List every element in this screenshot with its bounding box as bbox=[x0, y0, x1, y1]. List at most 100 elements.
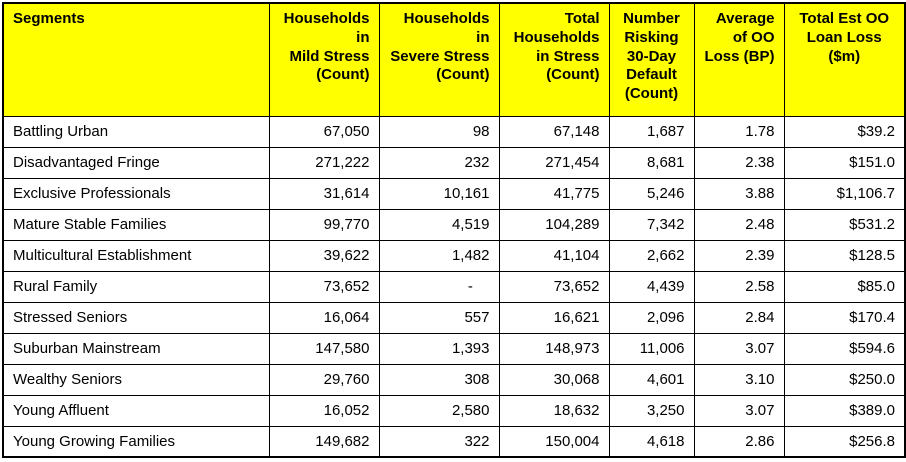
table-row: Young Affluent 16,052 2,580 18,632 3,250 3.07… bbox=[2, 394, 906, 427]
cell-total-households-in-stress: 150,004 bbox=[498, 425, 610, 458]
cell-total-households-in-stress: 73,652 bbox=[498, 270, 610, 303]
table-row: Rural Family 73,652- 73,652 4,439 2.58 $85.0 bbox=[2, 270, 906, 303]
cell-total-est-oo-loan-loss: $39.2 bbox=[783, 115, 906, 148]
cell-households-severe-stress: 2,580 bbox=[378, 394, 500, 427]
cell-households-severe-stress: - bbox=[378, 270, 500, 303]
cell-average-oo-loss-bp: 2.38 bbox=[693, 146, 785, 179]
cell-total-households-in-stress: 67,148 bbox=[498, 115, 610, 148]
cell-total-households-in-stress: 271,454 bbox=[498, 146, 610, 179]
cell-total-households-in-stress: 148,973 bbox=[498, 332, 610, 365]
column-header-number-risking-30-day-default: Number Risking 30-Day Default (Count) bbox=[608, 2, 695, 117]
cell-households-mild-stress: 99,770 bbox=[268, 208, 380, 241]
segment-name-cell: Rural Family bbox=[2, 270, 270, 303]
cell-total-households-in-stress: 30,068 bbox=[498, 363, 610, 396]
cell-households-severe-stress: 4,519 bbox=[378, 208, 500, 241]
segment-name-cell: Young Affluent bbox=[2, 394, 270, 427]
cell-households-severe-stress: 232 bbox=[378, 146, 500, 179]
cell-number-risking-30-day-default: 8,681 bbox=[608, 146, 695, 179]
column-header-average-oo-loss-bp: Average of OO Loss (BP) bbox=[693, 2, 785, 117]
cell-average-oo-loss-bp: 3.10 bbox=[693, 363, 785, 396]
cell-number-risking-30-day-default: 1,687 bbox=[608, 115, 695, 148]
cell-number-risking-30-day-default: 3,250 bbox=[608, 394, 695, 427]
cell-households-severe-stress: 308 bbox=[378, 363, 500, 396]
segment-name-cell: Disadvantaged Fringe bbox=[2, 146, 270, 179]
table-row: Multicultural Establishment 39,622 1,482 41… bbox=[2, 239, 906, 272]
column-header-segments: Segments bbox=[2, 2, 270, 117]
cell-households-severe-stress: 1,393 bbox=[378, 332, 500, 365]
column-header-households-severe-stress: Households in Severe Stress (Count) bbox=[378, 2, 500, 117]
cell-households-severe-stress: 322 bbox=[378, 425, 500, 458]
cell-number-risking-30-day-default: 7,342 bbox=[608, 208, 695, 241]
table-header: Segments Households in Mild Stress (Count… bbox=[2, 2, 906, 117]
cell-number-risking-30-day-default: 4,618 bbox=[608, 425, 695, 458]
cell-households-mild-stress: 16,052 bbox=[268, 394, 380, 427]
segment-name-cell: Young Growing Families bbox=[2, 425, 270, 458]
cell-total-est-oo-loan-loss: $389.0 bbox=[783, 394, 906, 427]
column-header-households-mild-stress: Households in Mild Stress (Count) bbox=[268, 2, 380, 117]
cell-total-households-in-stress: 104,289 bbox=[498, 208, 610, 241]
cell-households-mild-stress: 16,064 bbox=[268, 301, 380, 334]
cell-total-est-oo-loan-loss: $1,106.7 bbox=[783, 177, 906, 210]
table-row: Battling Urban 67,050 98 67,148 1,687 1.78 $39… bbox=[2, 115, 906, 148]
cell-households-mild-stress: 149,682 bbox=[268, 425, 380, 458]
cell-total-est-oo-loan-loss: $531.2 bbox=[783, 208, 906, 241]
cell-number-risking-30-day-default: 4,439 bbox=[608, 270, 695, 303]
segment-name-cell: Suburban Mainstream bbox=[2, 332, 270, 365]
cell-total-households-in-stress: 41,775 bbox=[498, 177, 610, 210]
cell-average-oo-loss-bp: 2.86 bbox=[693, 425, 785, 458]
segment-name-cell: Mature Stable Families bbox=[2, 208, 270, 241]
cell-households-severe-stress: 98 bbox=[378, 115, 500, 148]
cell-households-mild-stress: 67,050 bbox=[268, 115, 380, 148]
table-row: Exclusive Professionals 31,614 10,161 41,77… bbox=[2, 177, 906, 210]
cell-households-mild-stress: 31,614 bbox=[268, 177, 380, 210]
cell-total-est-oo-loan-loss: $128.5 bbox=[783, 239, 906, 272]
cell-average-oo-loss-bp: 2.39 bbox=[693, 239, 785, 272]
cell-average-oo-loss-bp: 2.84 bbox=[693, 301, 785, 334]
cell-total-est-oo-loan-loss: $594.6 bbox=[783, 332, 906, 365]
cell-average-oo-loss-bp: 3.88 bbox=[693, 177, 785, 210]
table-row: Young Growing Families 149,682 322 150,004 4… bbox=[2, 425, 906, 458]
cell-number-risking-30-day-default: 2,096 bbox=[608, 301, 695, 334]
cell-total-est-oo-loan-loss: $85.0 bbox=[783, 270, 906, 303]
cell-number-risking-30-day-default: 5,246 bbox=[608, 177, 695, 210]
cell-households-severe-stress: 10,161 bbox=[378, 177, 500, 210]
table-header-row: Segments Households in Mild Stress (Count… bbox=[2, 2, 906, 117]
cell-total-households-in-stress: 41,104 bbox=[498, 239, 610, 272]
cell-total-est-oo-loan-loss: $256.8 bbox=[783, 425, 906, 458]
cell-average-oo-loss-bp: 1.78 bbox=[693, 115, 785, 148]
segment-name-cell: Battling Urban bbox=[2, 115, 270, 148]
table-row: Suburban Mainstream 147,580 1,393 148,973 11… bbox=[2, 332, 906, 365]
cell-total-est-oo-loan-loss: $170.4 bbox=[783, 301, 906, 334]
segment-name-cell: Exclusive Professionals bbox=[2, 177, 270, 210]
cell-average-oo-loss-bp: 2.48 bbox=[693, 208, 785, 241]
segment-name-cell: Wealthy Seniors bbox=[2, 363, 270, 396]
column-header-total-households-in-stress: Total Households in Stress (Count) bbox=[498, 2, 610, 117]
cell-number-risking-30-day-default: 11,006 bbox=[608, 332, 695, 365]
table-row: Stressed Seniors 16,064 557 16,621 2,096 2.84… bbox=[2, 301, 906, 334]
cell-number-risking-30-day-default: 4,601 bbox=[608, 363, 695, 396]
column-header-total-est-oo-loan-loss: Total Est OO Loan Loss ($m) bbox=[783, 2, 906, 117]
cell-average-oo-loss-bp: 3.07 bbox=[693, 332, 785, 365]
cell-average-oo-loss-bp: 3.07 bbox=[693, 394, 785, 427]
cell-households-mild-stress: 271,222 bbox=[268, 146, 380, 179]
segment-name-cell: Multicultural Establishment bbox=[2, 239, 270, 272]
cell-households-mild-stress: 39,622 bbox=[268, 239, 380, 272]
cell-total-households-in-stress: 18,632 bbox=[498, 394, 610, 427]
table-row: Wealthy Seniors 29,760 308 30,068 4,601 3.10 $… bbox=[2, 363, 906, 396]
cell-total-households-in-stress: 16,621 bbox=[498, 301, 610, 334]
cell-households-severe-stress: 557 bbox=[378, 301, 500, 334]
cell-households-mild-stress: 147,580 bbox=[268, 332, 380, 365]
cell-average-oo-loss-bp: 2.58 bbox=[693, 270, 785, 303]
cell-households-severe-stress: 1,482 bbox=[378, 239, 500, 272]
segment-name-cell: Stressed Seniors bbox=[2, 301, 270, 334]
cell-households-mild-stress: 29,760 bbox=[268, 363, 380, 396]
table-row: Mature Stable Families 99,770 4,519 104,289… bbox=[2, 208, 906, 241]
cell-number-risking-30-day-default: 2,662 bbox=[608, 239, 695, 272]
table-body: Battling Urban 67,050 98 67,148 1,687 1.78 $39… bbox=[2, 115, 906, 458]
table-row: Disadvantaged Fringe 271,222 232 271,454 8,6… bbox=[2, 146, 906, 179]
cell-total-est-oo-loan-loss: $151.0 bbox=[783, 146, 906, 179]
cell-households-mild-stress: 73,652 bbox=[268, 270, 380, 303]
cell-total-est-oo-loan-loss: $250.0 bbox=[783, 363, 906, 396]
